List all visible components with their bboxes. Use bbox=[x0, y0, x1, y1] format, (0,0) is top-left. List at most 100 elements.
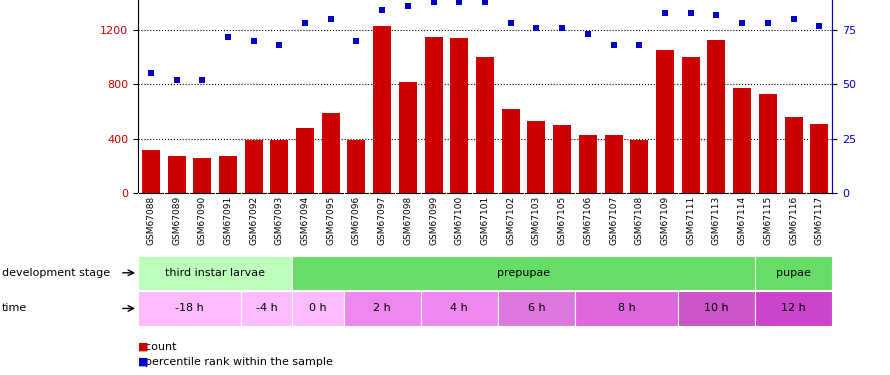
Bar bbox=[142, 150, 160, 193]
Point bbox=[709, 12, 724, 18]
Bar bbox=[604, 135, 623, 193]
Text: GSM67089: GSM67089 bbox=[172, 196, 181, 246]
Bar bbox=[421, 291, 498, 326]
Text: GSM67106: GSM67106 bbox=[583, 196, 593, 246]
Point bbox=[272, 42, 287, 48]
Text: GSM67111: GSM67111 bbox=[686, 196, 695, 246]
Bar bbox=[271, 140, 288, 193]
Text: GSM67101: GSM67101 bbox=[481, 196, 490, 246]
Bar bbox=[755, 291, 832, 326]
Bar bbox=[245, 140, 263, 193]
Point bbox=[530, 25, 544, 31]
Bar bbox=[373, 26, 392, 193]
Bar bbox=[759, 94, 777, 193]
Point bbox=[813, 22, 827, 28]
Text: GSM67098: GSM67098 bbox=[403, 196, 412, 246]
Bar bbox=[755, 256, 832, 290]
Text: GSM67092: GSM67092 bbox=[249, 196, 258, 245]
Bar bbox=[630, 140, 648, 193]
Text: GSM67099: GSM67099 bbox=[429, 196, 438, 246]
Text: GSM67091: GSM67091 bbox=[223, 196, 232, 246]
Text: development stage: development stage bbox=[2, 268, 109, 278]
Text: GSM67097: GSM67097 bbox=[377, 196, 387, 246]
Point bbox=[375, 8, 389, 14]
Bar bbox=[656, 50, 674, 193]
Text: prepupae: prepupae bbox=[497, 268, 550, 278]
Bar bbox=[575, 291, 678, 326]
Bar bbox=[347, 140, 366, 193]
Bar bbox=[450, 38, 468, 193]
Text: GSM67109: GSM67109 bbox=[660, 196, 669, 246]
Bar bbox=[425, 37, 442, 193]
Text: GSM67093: GSM67093 bbox=[275, 196, 284, 246]
Bar bbox=[138, 256, 292, 290]
Bar bbox=[810, 124, 829, 193]
Text: pupae: pupae bbox=[776, 268, 811, 278]
Text: GSM67096: GSM67096 bbox=[352, 196, 361, 246]
Point bbox=[143, 70, 158, 76]
Text: GSM67102: GSM67102 bbox=[506, 196, 515, 245]
Point bbox=[658, 10, 672, 16]
Point bbox=[478, 0, 492, 5]
Point bbox=[787, 16, 801, 22]
Text: GSM67108: GSM67108 bbox=[635, 196, 643, 246]
Point bbox=[684, 10, 698, 16]
Text: third instar larvae: third instar larvae bbox=[165, 268, 265, 278]
Text: GSM67117: GSM67117 bbox=[814, 196, 824, 246]
Bar bbox=[241, 291, 292, 326]
Point bbox=[426, 0, 441, 5]
Point bbox=[195, 77, 209, 83]
Text: 4 h: 4 h bbox=[450, 303, 468, 313]
Text: 12 h: 12 h bbox=[781, 303, 806, 313]
Point bbox=[581, 32, 595, 38]
Text: GSM67100: GSM67100 bbox=[455, 196, 464, 246]
Text: 6 h: 6 h bbox=[528, 303, 546, 313]
Text: GSM67114: GSM67114 bbox=[738, 196, 747, 245]
Text: GSM67113: GSM67113 bbox=[712, 196, 721, 246]
Point bbox=[452, 0, 466, 5]
Bar bbox=[322, 113, 340, 193]
Point bbox=[400, 3, 415, 9]
Text: GSM67090: GSM67090 bbox=[198, 196, 206, 246]
Text: GSM67115: GSM67115 bbox=[764, 196, 773, 246]
Text: percentile rank within the sample: percentile rank within the sample bbox=[138, 357, 333, 367]
Point bbox=[555, 25, 570, 31]
Point bbox=[350, 38, 364, 44]
Bar bbox=[498, 291, 575, 326]
Bar bbox=[292, 256, 755, 290]
Text: GSM67116: GSM67116 bbox=[789, 196, 798, 246]
Text: GSM67103: GSM67103 bbox=[532, 196, 541, 246]
Bar bbox=[344, 291, 421, 326]
Point bbox=[606, 42, 620, 48]
Text: 2 h: 2 h bbox=[373, 303, 391, 313]
Bar bbox=[193, 158, 211, 193]
Text: -18 h: -18 h bbox=[175, 303, 204, 313]
Bar bbox=[708, 39, 725, 193]
Point bbox=[298, 21, 312, 27]
Text: GSM67095: GSM67095 bbox=[327, 196, 336, 246]
Bar bbox=[167, 156, 185, 193]
Point bbox=[247, 38, 261, 44]
Bar bbox=[554, 125, 571, 193]
Bar bbox=[399, 82, 417, 193]
Bar bbox=[682, 57, 700, 193]
Text: 0 h: 0 h bbox=[309, 303, 327, 313]
Text: 8 h: 8 h bbox=[618, 303, 635, 313]
Bar bbox=[785, 117, 803, 193]
Bar bbox=[296, 128, 314, 193]
Point bbox=[632, 42, 646, 48]
Bar bbox=[292, 291, 344, 326]
Point bbox=[169, 77, 183, 83]
Bar bbox=[528, 121, 546, 193]
Bar bbox=[678, 291, 755, 326]
Point bbox=[735, 21, 749, 27]
Bar bbox=[502, 109, 520, 193]
Text: ■: ■ bbox=[138, 357, 149, 367]
Bar bbox=[219, 156, 237, 193]
Bar bbox=[476, 57, 494, 193]
Text: 10 h: 10 h bbox=[704, 303, 729, 313]
Point bbox=[504, 21, 518, 27]
Text: ■: ■ bbox=[138, 342, 149, 352]
Point bbox=[324, 16, 338, 22]
Text: GSM67105: GSM67105 bbox=[558, 196, 567, 246]
